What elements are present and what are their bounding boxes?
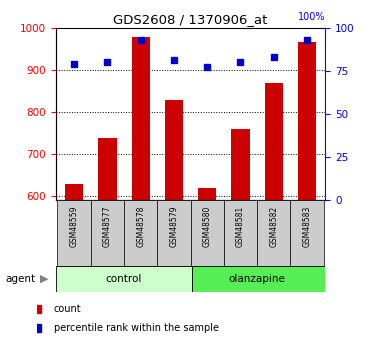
Text: count: count (54, 305, 81, 314)
Text: olanzapine: olanzapine (229, 274, 286, 284)
Text: control: control (106, 274, 142, 284)
Text: agent: agent (6, 274, 36, 284)
Text: percentile rank within the sample: percentile rank within the sample (54, 323, 219, 333)
Bar (264, 83, 283, 200)
Text: GSM48577: GSM48577 (103, 205, 112, 247)
Bar (165, 100, 183, 200)
Bar (224, 200, 257, 266)
Bar (298, 42, 316, 200)
Text: GSM48583: GSM48583 (303, 205, 311, 247)
Bar (231, 129, 249, 200)
Bar (132, 37, 150, 200)
Text: GSM48580: GSM48580 (203, 205, 212, 247)
Text: ▶: ▶ (40, 274, 49, 284)
Text: GSM48579: GSM48579 (169, 205, 178, 247)
Text: GSM48581: GSM48581 (236, 205, 245, 247)
Text: GSM48559: GSM48559 (70, 205, 79, 247)
Bar (290, 200, 324, 266)
Bar (98, 138, 117, 200)
Bar (91, 200, 124, 266)
Bar (65, 184, 83, 200)
Bar (191, 200, 224, 266)
Bar (192, 266, 325, 292)
Title: GDS2608 / 1370906_at: GDS2608 / 1370906_at (114, 13, 268, 27)
Bar (198, 188, 216, 200)
Bar (257, 200, 290, 266)
Text: GSM48578: GSM48578 (136, 205, 145, 247)
Text: 100%: 100% (298, 12, 325, 22)
Bar (57, 200, 91, 266)
Bar (157, 200, 191, 266)
Bar (56, 266, 192, 292)
Bar (124, 200, 157, 266)
Text: GSM48582: GSM48582 (269, 205, 278, 247)
